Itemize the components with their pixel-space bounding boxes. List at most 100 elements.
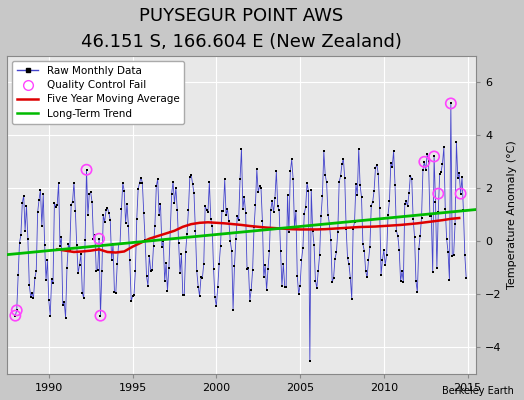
Point [117, 206, 126, 212]
Point [185, 174, 194, 180]
Point [339, 156, 347, 162]
Point [395, 247, 403, 253]
Point [156, 200, 165, 207]
Point [18, 200, 27, 206]
Point [342, 226, 351, 232]
Point [283, 192, 292, 198]
Point [152, 183, 160, 190]
Point [318, 192, 326, 199]
Point [289, 176, 297, 182]
Point [99, 212, 107, 218]
Point [259, 274, 268, 280]
Point [49, 280, 57, 286]
Point [451, 221, 459, 228]
Point [216, 243, 225, 249]
Point [431, 198, 440, 205]
Point [320, 148, 328, 154]
Point [54, 180, 63, 186]
Point [261, 262, 269, 268]
Point [184, 207, 193, 214]
Point [127, 298, 135, 304]
Point [176, 270, 184, 276]
Point [413, 289, 421, 295]
Point [244, 264, 253, 271]
Point [14, 272, 23, 278]
Point [440, 144, 448, 150]
Point [120, 188, 128, 194]
Point [456, 190, 465, 197]
Point [462, 275, 471, 281]
Point [82, 166, 91, 173]
Point [438, 160, 446, 167]
Point [187, 171, 195, 178]
Point [254, 189, 263, 195]
Point [414, 246, 423, 252]
Point [314, 268, 322, 274]
Point [250, 224, 258, 230]
Point [211, 294, 219, 300]
Point [336, 173, 345, 179]
Point [31, 275, 39, 281]
Point [370, 188, 378, 194]
Point [445, 277, 454, 283]
Point [206, 216, 215, 222]
Point [297, 257, 305, 263]
Point [360, 248, 368, 254]
Point [194, 283, 202, 290]
Point [130, 292, 138, 298]
Point [410, 234, 419, 240]
Point [282, 284, 290, 290]
Point [391, 182, 399, 188]
Point [77, 251, 85, 258]
Point [349, 226, 357, 232]
Point [286, 168, 294, 175]
Point [416, 233, 424, 239]
Point [450, 252, 458, 258]
Point [80, 295, 88, 302]
Point [396, 278, 405, 284]
Point [29, 295, 38, 301]
Point [28, 290, 36, 296]
Point [118, 180, 127, 186]
Point [96, 312, 105, 319]
Point [267, 206, 275, 213]
Point [279, 261, 288, 267]
Point [36, 187, 45, 193]
Point [202, 206, 211, 213]
Point [222, 212, 230, 218]
Point [163, 287, 172, 294]
Point [88, 199, 96, 206]
Point [143, 273, 151, 280]
Point [110, 289, 118, 295]
Point [427, 213, 435, 219]
Point [399, 279, 408, 285]
Point [389, 148, 398, 154]
Point [113, 261, 122, 268]
Point [456, 190, 465, 197]
Point [299, 245, 307, 252]
Point [102, 207, 110, 214]
Point [89, 236, 97, 243]
Point [147, 268, 155, 274]
Point [43, 257, 52, 264]
Point [448, 252, 456, 259]
Point [461, 252, 469, 258]
Point [430, 153, 438, 160]
Point [11, 312, 19, 319]
Point [406, 172, 414, 179]
Point [116, 241, 124, 248]
Point [59, 302, 67, 308]
Point [141, 237, 149, 244]
Point [236, 176, 244, 182]
Point [201, 203, 210, 210]
Point [346, 275, 355, 281]
Point [46, 312, 54, 319]
Point [226, 238, 234, 245]
Point [181, 249, 190, 256]
Point [398, 268, 406, 275]
Point [97, 268, 106, 274]
Point [304, 188, 313, 194]
Point [126, 257, 134, 263]
Title: PUYSEGUR POINT AWS
46.151 S, 166.604 E (New Zealand): PUYSEGUR POINT AWS 46.151 S, 166.604 E (… [81, 7, 402, 51]
Point [133, 216, 141, 222]
